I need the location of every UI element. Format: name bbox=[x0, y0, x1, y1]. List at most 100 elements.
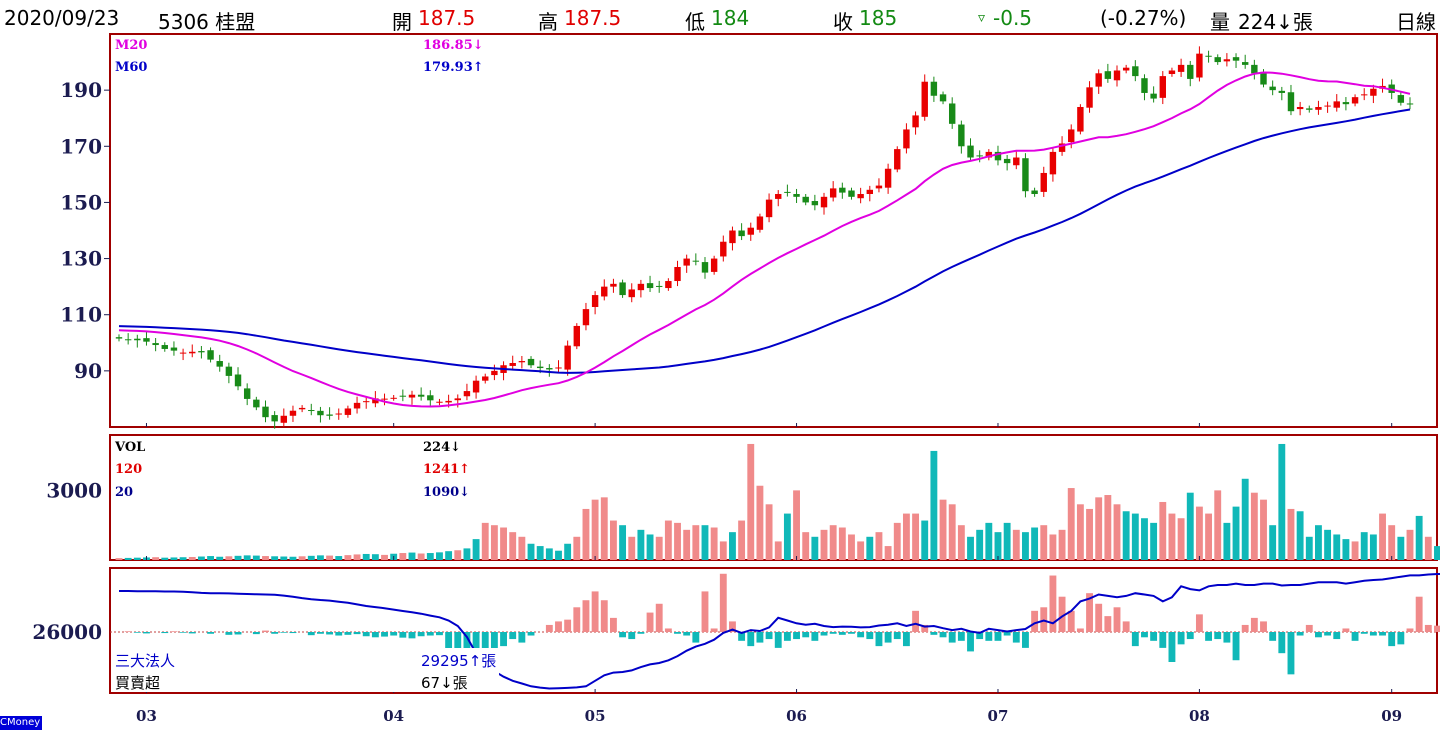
candle-body bbox=[509, 362, 516, 366]
volume-bar bbox=[1168, 513, 1176, 560]
candle-body bbox=[1013, 157, 1020, 166]
inst-bar bbox=[262, 630, 269, 632]
down-triangle-icon: ▿ bbox=[978, 10, 986, 26]
volume-bar bbox=[1388, 525, 1396, 560]
inst-bar bbox=[1397, 632, 1405, 645]
volume-bar bbox=[1104, 495, 1112, 560]
candle-body bbox=[1342, 102, 1350, 105]
volume-tick-label: 3000 bbox=[46, 478, 102, 502]
inst-bar bbox=[1232, 632, 1240, 661]
candle-body bbox=[326, 414, 333, 416]
volume-bar bbox=[1214, 490, 1222, 560]
volume-bar bbox=[500, 527, 507, 560]
candle-body bbox=[683, 258, 690, 266]
candle-body bbox=[289, 410, 297, 416]
candle-body bbox=[628, 289, 635, 298]
month-label: 03 bbox=[136, 707, 157, 725]
inst-bar bbox=[399, 632, 407, 638]
candle-body bbox=[976, 155, 983, 157]
candle-body bbox=[811, 201, 819, 206]
candle-body bbox=[482, 376, 489, 381]
candle-body bbox=[601, 286, 608, 297]
inst-bar bbox=[1122, 621, 1130, 632]
volume-bar bbox=[1360, 532, 1368, 560]
volume-bar bbox=[1232, 506, 1240, 560]
volume-bar bbox=[756, 485, 764, 560]
price-tick-label: 90 bbox=[74, 359, 102, 383]
volume-bar bbox=[335, 556, 343, 560]
candle-body bbox=[665, 281, 672, 289]
volume-bar bbox=[1342, 539, 1350, 560]
volume-bar bbox=[564, 543, 572, 560]
volume-bar bbox=[600, 497, 608, 560]
volume-bar bbox=[234, 555, 242, 560]
candle-body bbox=[262, 406, 269, 418]
price-tick-label: 130 bbox=[60, 247, 102, 271]
candle-body bbox=[436, 401, 443, 403]
volume-bar bbox=[1324, 529, 1332, 560]
inst-bar bbox=[188, 632, 196, 634]
volume-bar bbox=[353, 554, 361, 560]
inst-bar bbox=[1333, 632, 1341, 640]
inst-bar bbox=[527, 632, 535, 636]
month-label: 04 bbox=[383, 707, 404, 725]
inst-bar bbox=[1223, 632, 1231, 643]
inst-line-label: 三大法人 bbox=[115, 652, 176, 670]
volume-bar bbox=[124, 557, 132, 560]
inst-bar bbox=[848, 632, 855, 634]
candle-body bbox=[582, 309, 590, 326]
inst-bar bbox=[426, 632, 434, 636]
period-label: 日線 bbox=[1396, 10, 1436, 34]
volume-bar bbox=[472, 539, 480, 560]
volume-bar bbox=[591, 499, 599, 560]
inst-bar bbox=[1141, 632, 1148, 638]
candle-body bbox=[143, 338, 150, 342]
inst-bar bbox=[161, 632, 169, 634]
candle-body bbox=[399, 395, 407, 397]
panel-frame bbox=[109, 33, 1438, 428]
volume-bar bbox=[1269, 525, 1277, 560]
volume-bar bbox=[1076, 504, 1084, 560]
volume-bar bbox=[939, 499, 947, 560]
candle-body bbox=[536, 366, 544, 369]
candle-body bbox=[234, 374, 242, 387]
volume-bar bbox=[490, 525, 498, 560]
candle-body bbox=[124, 339, 132, 341]
close-label: 收 bbox=[833, 10, 853, 34]
price-tick-label: 170 bbox=[60, 134, 102, 158]
inst-bar bbox=[609, 617, 617, 632]
volume-bar bbox=[298, 556, 306, 560]
inst-bar bbox=[674, 632, 681, 634]
inst-bar bbox=[985, 632, 993, 641]
inst-bar bbox=[1058, 596, 1066, 632]
inst-bar bbox=[994, 632, 1002, 641]
month-label: 06 bbox=[786, 707, 807, 725]
candle-body bbox=[1177, 64, 1185, 72]
volume-bar bbox=[344, 555, 352, 560]
inst-bar bbox=[1131, 632, 1139, 647]
candle-body bbox=[363, 401, 370, 403]
volume-bar bbox=[289, 556, 297, 560]
candle-body bbox=[1205, 55, 1212, 57]
inst-bar bbox=[1406, 628, 1414, 632]
inst-bar bbox=[729, 621, 736, 632]
inst-bar bbox=[1434, 625, 1440, 632]
volume-bar bbox=[646, 534, 654, 560]
volume-bar bbox=[674, 522, 681, 560]
ma60-legend-label: M60 bbox=[115, 60, 148, 75]
candle-body bbox=[1269, 86, 1276, 91]
vol-legend-value: 224↓ bbox=[423, 440, 462, 455]
inst-bar bbox=[1260, 621, 1267, 632]
candle-body bbox=[646, 283, 654, 289]
ma60-legend-value: 179.93↑ bbox=[423, 60, 484, 75]
volume-label: 量 bbox=[1210, 10, 1230, 34]
inst-bar bbox=[1250, 617, 1258, 632]
inst-bar bbox=[811, 632, 819, 641]
inst-bar-value: 67↓張 bbox=[421, 674, 468, 692]
inst-bar bbox=[353, 632, 361, 635]
candle-body bbox=[298, 407, 306, 410]
volume-bar bbox=[1296, 511, 1304, 560]
date-label: 2020/09/23 bbox=[4, 6, 120, 30]
inst-bar bbox=[875, 632, 883, 647]
